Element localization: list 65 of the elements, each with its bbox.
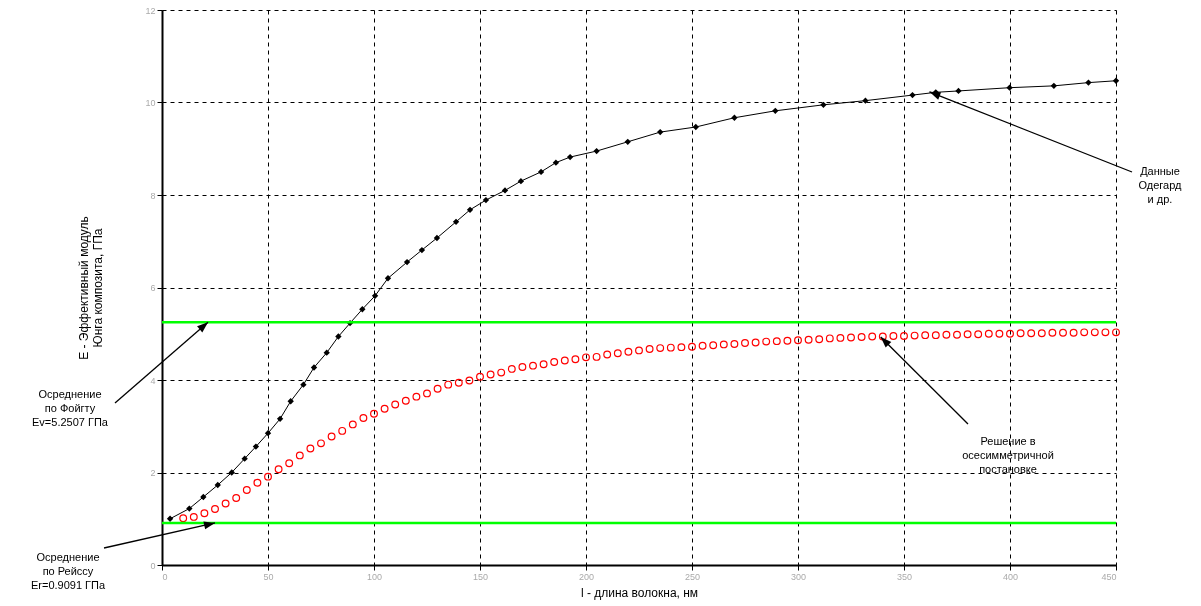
point [552,159,560,166]
point [276,415,284,423]
point [264,430,272,437]
point [517,177,525,185]
point [186,505,193,512]
y-tick-label: 2 [150,468,156,478]
y-tick-label: 8 [150,190,156,201]
x-tick-label: 300 [790,571,807,582]
point [433,234,441,242]
x-axis-title: l - длина волокна, нм [580,585,699,600]
point [466,206,474,213]
point [252,443,260,450]
point [593,147,600,155]
point [909,91,916,99]
point [200,493,207,501]
point [624,138,631,145]
annotation: Решение в осесимметричной постановке [962,435,1054,475]
point [731,114,738,121]
point [241,455,248,462]
point [537,168,545,176]
x-tick-label: 250 [684,571,701,582]
ref-line-label: Осреднение по Рейссу Er=0.9091 ГПа [30,551,106,591]
point [452,218,460,225]
point [657,128,664,136]
point [323,349,330,356]
point [1085,79,1092,86]
point [300,381,307,388]
point [820,101,827,108]
x-tick-label: 0 [162,571,168,582]
point [772,107,779,114]
x-tick-label: 350 [896,571,913,582]
y-axis-title: E - Эффективный модуль Юнга композита, ГПа [77,216,106,360]
point [384,275,392,282]
point [214,481,221,489]
x-tick-label: 450 [1101,571,1117,582]
annotation: Данные Одегард и др. [1138,165,1183,205]
point [228,469,235,476]
point [166,515,174,522]
point [566,153,574,161]
point [371,292,379,299]
x-tick-label: 150 [472,571,489,582]
point [862,97,869,104]
point [1050,82,1058,90]
y-tick-label: 0 [150,560,156,571]
y-tick-label: 4 [150,375,156,386]
x-tick-label: 100 [366,571,383,582]
point [403,258,411,266]
point [1112,77,1120,84]
x-tick-label: 400 [1002,571,1019,582]
point [1006,84,1013,91]
point [359,306,366,313]
point [287,398,294,405]
point [335,333,342,340]
y-tick-label: 10 [145,98,156,108]
x-tick-label: 200 [578,571,595,582]
ref-line-label: Осреднение по Фойгту Ev=5.2507 ГПа [32,388,109,428]
point [310,364,318,371]
point [418,246,426,254]
point [955,87,962,95]
y-tick-label: 6 [150,283,156,293]
y-tick-label: 12 [145,5,156,16]
point [692,123,699,131]
point [501,187,509,194]
x-tick-label: 50 [263,571,274,582]
point [482,196,490,204]
